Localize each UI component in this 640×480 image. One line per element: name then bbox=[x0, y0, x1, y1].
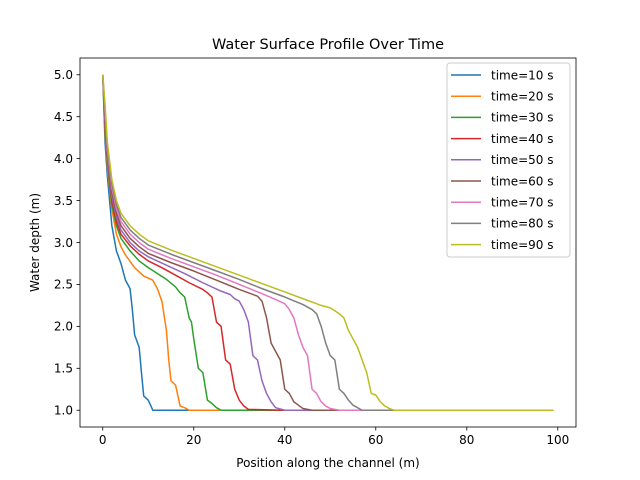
legend-label-1: time=10 s bbox=[491, 68, 554, 82]
series-line-9 bbox=[102, 74, 554, 411]
x-tick-label: 80 bbox=[459, 433, 474, 447]
legend-label-3: time=30 s bbox=[491, 111, 554, 125]
x-tick-label: 20 bbox=[186, 433, 201, 447]
y-tick-label: 3.5 bbox=[54, 194, 73, 208]
series-line-2 bbox=[102, 74, 554, 411]
legend-label-7: time=70 s bbox=[491, 196, 554, 210]
y-tick-label: 4.5 bbox=[54, 110, 73, 124]
y-tick-label: 4.0 bbox=[54, 152, 73, 166]
series-line-7 bbox=[102, 74, 554, 411]
y-tick-label: 1.5 bbox=[54, 362, 73, 376]
series-line-6 bbox=[102, 74, 554, 411]
series-line-3 bbox=[102, 74, 554, 411]
series-line-1 bbox=[102, 74, 554, 411]
series-line-5 bbox=[102, 74, 554, 411]
x-tick-label: 100 bbox=[546, 433, 569, 447]
plot-lines bbox=[102, 74, 554, 411]
x-tick-label: 60 bbox=[368, 433, 383, 447]
legend-label-8: time=80 s bbox=[491, 217, 554, 231]
y-axis-label: Water depth (m) bbox=[28, 193, 42, 292]
x-axis-label: Position along the channel (m) bbox=[236, 456, 419, 470]
x-axis-ticks: 0 20 40 60 80 100 bbox=[99, 427, 569, 447]
series-line-8 bbox=[102, 74, 554, 411]
legend-frame bbox=[446, 62, 571, 258]
legend-label-9: time=90 s bbox=[491, 238, 554, 252]
legend-label-2: time=20 s bbox=[491, 90, 554, 104]
legend-label-5: time=50 s bbox=[491, 153, 554, 167]
y-tick-label: 5.0 bbox=[54, 68, 73, 82]
legend-label-4: time=40 s bbox=[491, 132, 554, 146]
legend: time=10 s time=20 s time=30 s time=40 s time… bbox=[446, 62, 571, 258]
y-tick-label: 2.0 bbox=[54, 320, 73, 334]
legend-label-6: time=60 s bbox=[491, 174, 554, 188]
y-tick-label: 1.0 bbox=[54, 404, 73, 418]
chart-title: Water Surface Profile Over Time bbox=[212, 37, 444, 53]
y-tick-label: 3.0 bbox=[54, 236, 73, 250]
series-line-4 bbox=[102, 74, 554, 411]
x-tick-label: 0 bbox=[99, 433, 107, 447]
y-tick-label: 2.5 bbox=[54, 278, 73, 292]
y-axis-ticks: 1.0 1.5 2.0 2.5 3.0 3.5 4.0 4.5 5.0 bbox=[54, 68, 80, 418]
x-tick-label: 40 bbox=[277, 433, 292, 447]
